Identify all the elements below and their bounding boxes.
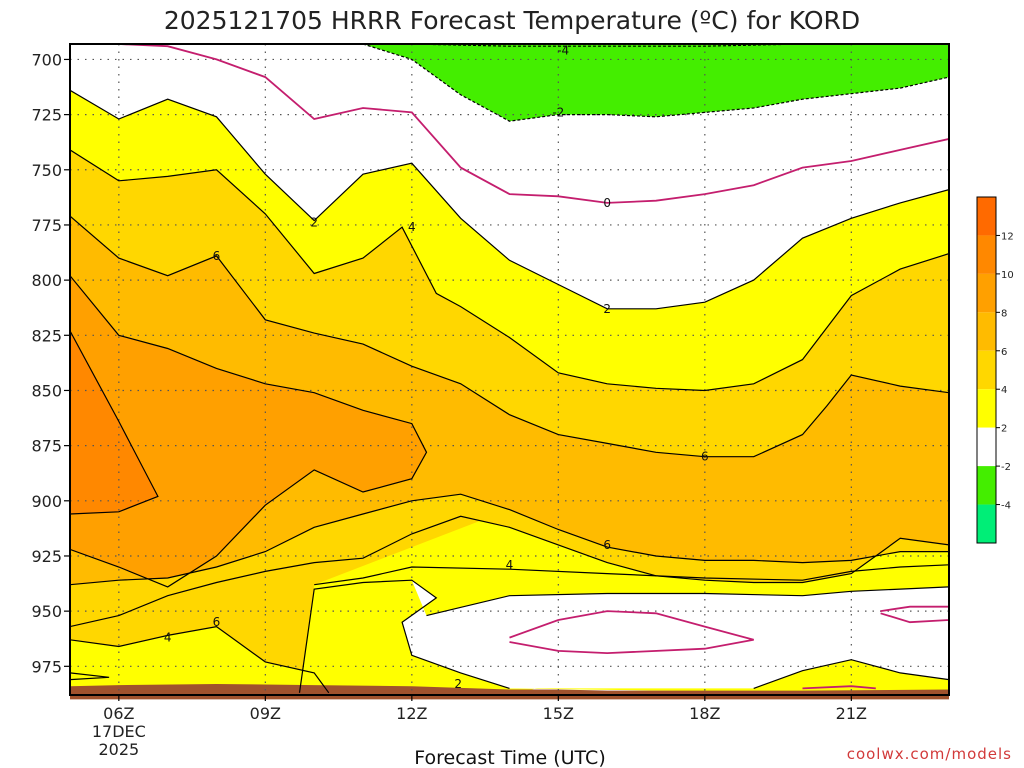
colorbar: 12 10 8 6 4 2 -2 -4 [976,196,1014,544]
colorbar-band [977,389,996,428]
contour-line [70,493,949,586]
fill-band-orange-dark [70,275,427,587]
credit-text[interactable]: coolwx.com/models [847,745,1012,763]
y-tick-label: 875 [31,437,62,456]
contour-label: -4 [557,44,569,58]
contour-line [70,625,330,694]
contour-line [426,586,949,617]
colorbar-tick-label: -4 [1001,501,1011,512]
x-tick-label: 18Z [689,704,720,723]
contour-line [70,275,428,588]
contour-label: -2 [552,105,564,119]
contour-line [298,579,510,693]
colorbar-tick-label: 2 [1001,424,1007,435]
plot-frame [69,43,950,696]
y-tick-label: 775 [31,216,62,235]
contour-label: 6 [701,450,709,464]
contour-label: 4 [408,220,416,234]
fill-band-orange [70,216,949,627]
contour-line [70,89,949,310]
colorbar-band [977,427,996,467]
x-tick-label: 06Z [103,704,134,723]
x-tick-sublabel: 17DEC [92,722,146,741]
y-tick-label: 850 [31,381,62,400]
colorbar-band [977,466,996,505]
colorbar-tick-label: 4 [1001,385,1007,396]
x-tick-label: 21Z [836,704,867,723]
y-tick-label: 950 [31,602,62,621]
colorbar-band [977,235,996,274]
x-tick-label: 09Z [250,704,281,723]
contour-label: 4 [164,631,172,645]
contour-line [362,44,949,122]
y-tick-label: 975 [31,657,62,676]
y-tick-label: 825 [31,326,62,345]
contour-labels: -4 -2 0 2 2 2 4 4 4 6 6 6 6 [164,44,709,691]
y-axis: 700 725 750 775 800 825 850 875 900 925 950 975 [31,50,70,676]
contour-label: 0 [603,196,611,210]
colorbar-band [977,350,996,390]
contour-line [314,564,949,586]
x-tick-sublabel: 2025 [98,740,139,759]
colorbar-band [977,197,996,236]
colorbar-band [977,504,996,543]
contour-line [880,605,949,624]
contour-label: 2 [603,302,611,316]
colorbar-tick-label: 8 [1001,308,1007,319]
fill-band-yellow-bottom [753,659,949,695]
contour-line [118,44,949,204]
y-tick-label: 800 [31,271,62,290]
x-axis-label: Forecast Time (UTC) [414,747,605,768]
chart-title: 2025121705 HRRR Forecast Temperature (ºC… [164,6,860,35]
colorbar-band [977,273,996,313]
fill-band-red-orange [70,330,158,514]
colorbar-tick-label: 12 [1001,231,1014,242]
contour-line [802,685,876,690]
colorbar-frame [976,196,997,544]
contour-label: 2 [310,216,318,230]
contour-line [70,672,110,681]
contour-label: 4 [506,558,514,572]
y-tick-label: 900 [31,492,62,511]
y-tick-label: 750 [31,161,62,180]
contour-line [70,215,949,458]
colorbar-tick-label: -2 [1001,462,1011,473]
colorbar-band [977,312,996,351]
colorbar-tick-label: 10 [1001,270,1014,281]
contour-line [70,515,949,628]
y-tick-label: 700 [31,50,62,69]
contour-label: 6 [213,249,221,263]
y-tick-label: 725 [31,106,62,125]
contour-label: 6 [603,538,611,552]
plot-fill-layer [70,44,949,695]
x-tick-label: 12Z [396,704,427,723]
y-tick-label: 925 [31,547,62,566]
contour-lines [70,44,949,694]
contour-label: 2 [454,677,462,691]
colorbar-tick-label: 6 [1001,347,1007,358]
contour-line [70,149,949,392]
fill-band-green [363,44,949,122]
contour-line [753,659,949,689]
contour-line [70,330,159,515]
contour-label: 6 [213,615,221,629]
x-tick-label: 15Z [543,704,574,723]
contour-line [509,610,754,655]
